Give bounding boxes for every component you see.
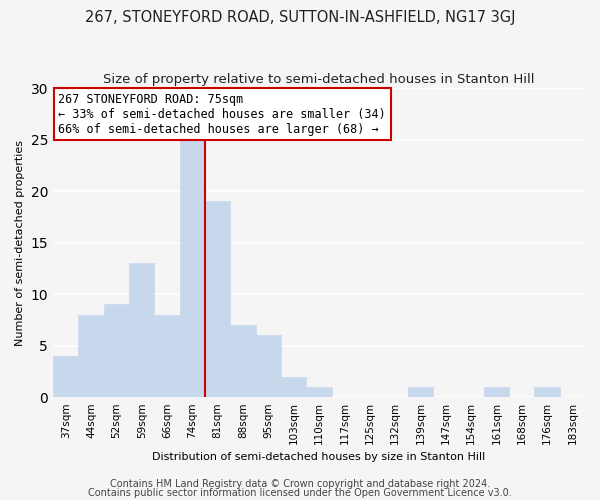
Bar bbox=[129, 263, 154, 397]
Text: Contains public sector information licensed under the Open Government Licence v3: Contains public sector information licen… bbox=[88, 488, 512, 498]
Bar bbox=[307, 387, 332, 397]
Bar bbox=[53, 356, 79, 397]
Title: Size of property relative to semi-detached houses in Stanton Hill: Size of property relative to semi-detach… bbox=[103, 72, 535, 86]
X-axis label: Distribution of semi-detached houses by size in Stanton Hill: Distribution of semi-detached houses by … bbox=[152, 452, 485, 462]
Text: 267 STONEYFORD ROAD: 75sqm
← 33% of semi-detached houses are smaller (34)
66% of: 267 STONEYFORD ROAD: 75sqm ← 33% of semi… bbox=[58, 92, 386, 136]
Bar bbox=[281, 376, 307, 397]
Bar bbox=[205, 202, 230, 397]
Bar bbox=[104, 304, 129, 397]
Bar bbox=[79, 314, 104, 397]
Y-axis label: Number of semi-detached properties: Number of semi-detached properties bbox=[15, 140, 25, 346]
Text: 267, STONEYFORD ROAD, SUTTON-IN-ASHFIELD, NG17 3GJ: 267, STONEYFORD ROAD, SUTTON-IN-ASHFIELD… bbox=[85, 10, 515, 25]
Bar bbox=[407, 387, 433, 397]
Text: Contains HM Land Registry data © Crown copyright and database right 2024.: Contains HM Land Registry data © Crown c… bbox=[110, 479, 490, 489]
Bar bbox=[230, 325, 256, 397]
Bar bbox=[484, 387, 509, 397]
Bar bbox=[154, 314, 179, 397]
Bar bbox=[535, 387, 560, 397]
Bar bbox=[179, 140, 205, 397]
Bar bbox=[256, 336, 281, 397]
